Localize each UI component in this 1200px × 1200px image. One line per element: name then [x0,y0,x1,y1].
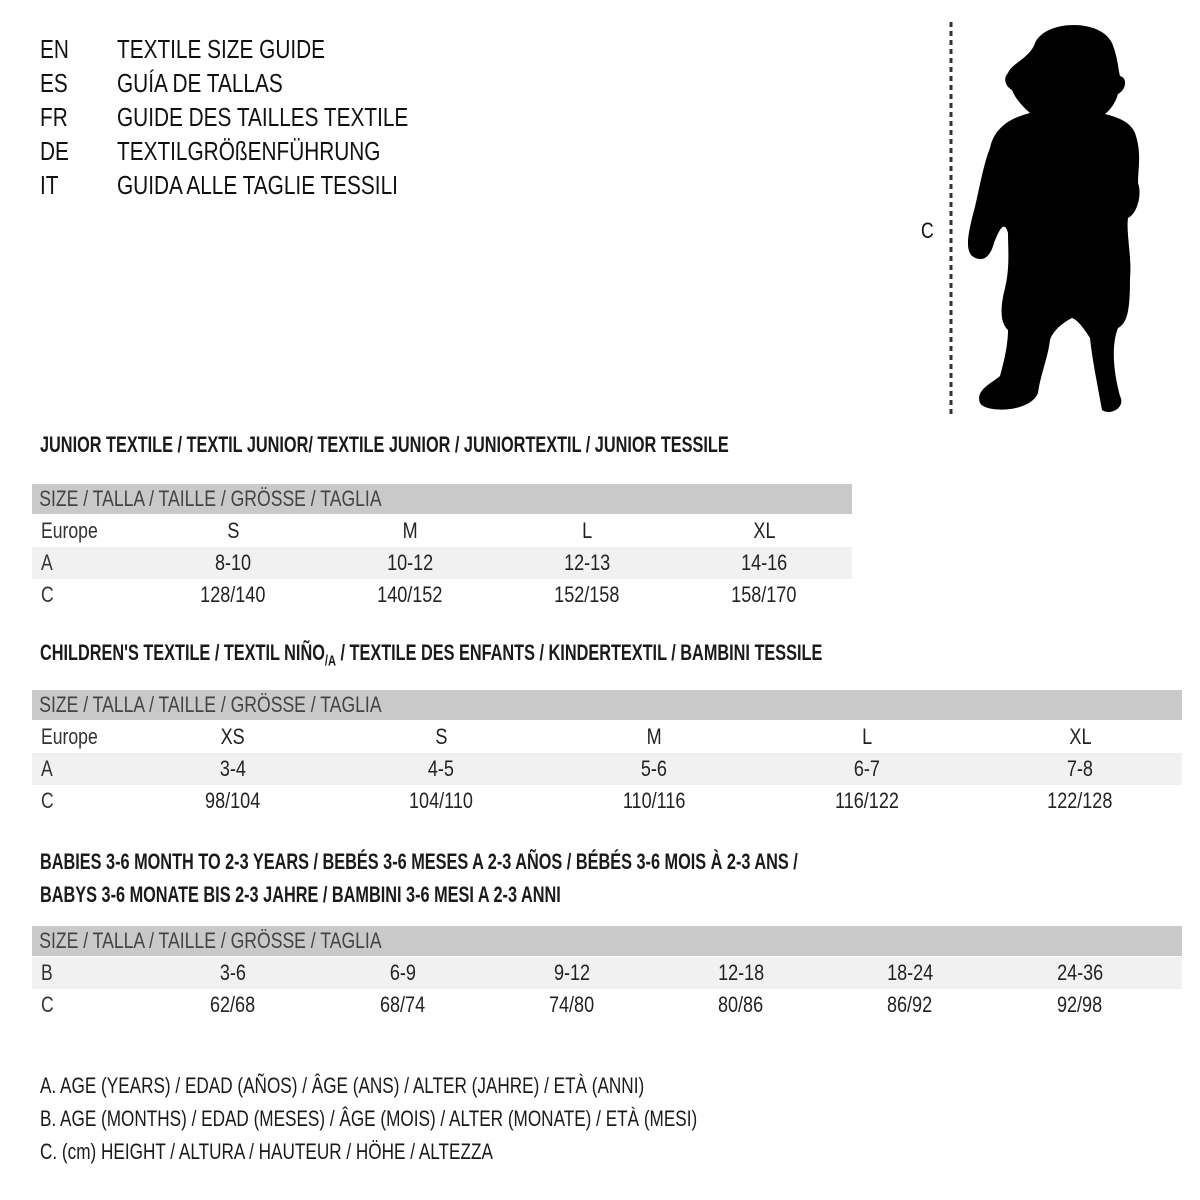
table-cell: 9-12 [553,960,591,985]
table-cell: 3-6 [219,960,247,985]
table-cell: XS [220,724,246,749]
table-cell: 98/104 [205,788,261,813]
table-cell: 10-12 [386,550,434,575]
table-cell: 14-16 [740,550,788,575]
language-code: EN [40,34,69,64]
table-row: A 8-10 10-12 12-13 14-16 [32,547,852,579]
table-cell: 104/110 [409,788,473,813]
size-header-bar: SIZE / TALLA / TAILLE / GRÖSSE / TAGLIA [32,690,1182,720]
row-label: B [41,960,53,985]
size-header-bar: SIZE / TALLA / TAILLE / GRÖSSE / TAGLIA [32,926,1182,956]
child-silhouette-icon [967,24,1140,413]
language-code: FR [40,102,68,132]
row-label: Europe [41,518,98,543]
legend-item-a: A. AGE (YEARS) / EDAD (AÑOS) / ÂGE (ANS)… [40,1073,645,1098]
language-title: GUIDA ALLE TAGLIE TESSILI [117,170,398,200]
junior-size-table: SIZE / TALLA / TAILLE / GRÖSSE / TAGLIA … [32,484,852,611]
table-cell: 6-7 [853,756,881,781]
table-cell: L [861,724,873,749]
language-title: TEXTILGRÖßENFÜHRUNG [117,136,381,166]
table-cell: 80/86 [718,992,764,1017]
table-cell: 122/128 [1047,788,1113,813]
table-cell: 68/74 [380,992,426,1017]
row-label: A [41,756,53,781]
junior-section-title: JUNIOR TEXTILE / TEXTIL JUNIOR/ TEXTILE … [40,432,729,457]
language-title: GUIDE DES TAILLES TEXTILE [117,102,409,132]
row-label: Europe [41,724,98,749]
table-row: C 98/104 104/110 110/116 116/122 122/128 [32,785,1182,817]
table-cell: 6-9 [389,960,417,985]
table-row: B 3-6 6-9 9-12 12-18 18-24 24-36 [32,957,1182,989]
language-code: ES [40,68,68,98]
table-cell: 86/92 [887,992,933,1017]
language-row-fr: FR GUIDE DES TAILLES TEXTILE [40,100,408,134]
legend-item-b: B. AGE (MONTHS) / EDAD (MESES) / ÂGE (MO… [40,1106,698,1131]
table-cell: 24-36 [1056,960,1104,985]
table-cell: XL [752,518,776,543]
table-cell: 158/170 [731,582,797,607]
row-label: C [41,788,54,813]
table-cell: 5-6 [640,756,668,781]
language-row-es: ES GUÍA DE TALLAS [40,66,283,100]
children-size-table: SIZE / TALLA / TAILLE / GRÖSSE / TAGLIA … [32,690,1182,817]
table-cell: 7-8 [1066,756,1094,781]
table-cell: 12-18 [717,960,765,985]
row-label: C [41,992,54,1017]
height-dotted-line [949,22,953,414]
table-cell: 3-4 [219,756,247,781]
table-cell: 8-10 [214,550,252,575]
language-row-de: DE TEXTILGRÖßENFÜHRUNG [40,134,380,168]
language-list: EN TEXTILE SIZE GUIDE ES GUÍA DE TALLAS FR… [40,32,408,202]
legend-item-c: C. (cm) HEIGHT / ALTURA / HAUTEUR / HÖHE… [40,1139,493,1164]
table-cell: 4-5 [427,756,455,781]
language-row-en: EN TEXTILE SIZE GUIDE [40,32,325,66]
row-label: C [41,582,54,607]
row-label: A [41,550,53,575]
table-cell: XL [1068,724,1092,749]
table-row: Europe XS S M L XL [32,721,1182,753]
table-row: A 3-4 4-5 5-6 6-7 7-8 [32,753,1182,785]
table-cell: M [646,724,662,749]
table-cell: 12-13 [563,550,611,575]
language-code: IT [40,170,59,200]
table-cell: 128/140 [200,582,266,607]
table-cell: S [226,518,240,543]
table-cell: S [434,724,448,749]
babies-section-title: BABIES 3-6 MONTH TO 2-3 YEARS / BEBÉS 3-… [40,849,798,907]
table-cell: 140/152 [377,582,443,607]
legend: A. AGE (YEARS) / EDAD (AÑOS) / ÂGE (ANS)… [40,1069,883,1168]
table-cell: 92/98 [1057,992,1103,1017]
language-code: DE [40,136,69,166]
language-title: GUÍA DE TALLAS [117,68,283,98]
table-cell: 110/116 [622,788,686,813]
table-row: Europe S M L XL [32,515,852,547]
table-cell: 74/80 [549,992,595,1017]
table-cell: 62/68 [210,992,256,1017]
language-row-it: IT GUIDA ALLE TAGLIE TESSILI [40,168,398,202]
height-measure-label: C [921,218,934,243]
children-section-title: CHILDREN'S TEXTILE / TEXTIL NIÑO/A / TEX… [40,640,823,670]
table-cell: 152/158 [554,582,620,607]
table-cell: M [402,518,418,543]
babies-size-table: SIZE / TALLA / TAILLE / GRÖSSE / TAGLIA … [32,926,1182,1021]
table-row: C 62/68 68/74 74/80 80/86 86/92 92/98 [32,989,1182,1021]
table-row: C 128/140 140/152 152/158 158/170 [32,579,852,611]
size-header-bar: SIZE / TALLA / TAILLE / GRÖSSE / TAGLIA [32,484,852,514]
table-cell: L [581,518,593,543]
language-title: TEXTILE SIZE GUIDE [117,34,326,64]
table-cell: 18-24 [886,960,934,985]
table-cell: 116/122 [835,788,899,813]
